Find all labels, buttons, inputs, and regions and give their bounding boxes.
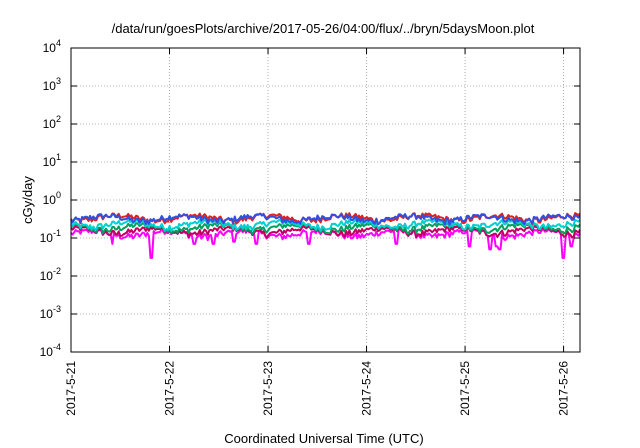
y-tick-label: 100 [43, 190, 61, 207]
x-tick-label: 2017-5-22 [163, 361, 177, 416]
y-tick-label: 10-1 [40, 228, 61, 245]
y-tick-label: 10-2 [40, 266, 61, 283]
x-axis: 2017-5-21 2017-5-22 2017-5-23 2017-5-24 2017… [64, 48, 571, 416]
x-tick-label: 2017-5-21 [64, 361, 78, 416]
y-axis-label: cGy/day [20, 176, 35, 224]
y-tick-label: 10-4 [40, 342, 61, 359]
y-tick-label: 103 [43, 76, 61, 93]
y-tick-label: 101 [43, 152, 61, 169]
x-tick-label: 2017-5-23 [261, 361, 275, 416]
y-tick-label: 104 [43, 38, 61, 55]
series-line [70, 212, 581, 226]
x-tick-label: 2017-5-25 [458, 361, 472, 416]
series-group [70, 212, 581, 259]
y-tick-label: 10-3 [40, 304, 61, 321]
series-line [70, 218, 581, 232]
grid [71, 48, 580, 352]
x-tick-label: 2017-5-26 [557, 361, 571, 416]
y-tick-label: 102 [43, 114, 61, 131]
chart-title: /data/run/goesPlots/archive/2017-05-26/0… [112, 21, 535, 36]
x-tick-label: 2017-5-24 [360, 361, 374, 416]
x-axis-label: Coordinated Universal Time (UTC) [224, 431, 423, 446]
y-axis: 104 103 102 101 100 10-1 10-2 10-3 10-4 [40, 38, 580, 359]
